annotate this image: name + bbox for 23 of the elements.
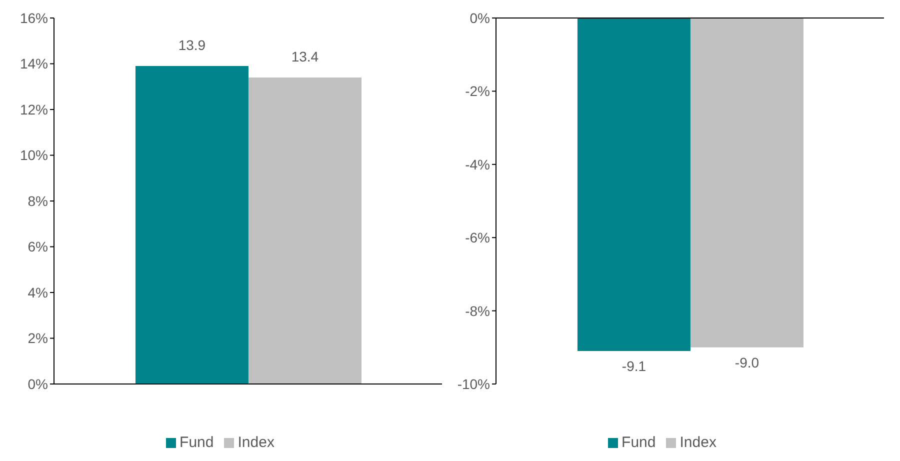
legend-label: Index	[680, 434, 716, 451]
y-tick-label: 10%	[20, 147, 48, 164]
y-tick-label: -10%	[457, 376, 490, 392]
data-label: -9.1	[622, 358, 646, 374]
data-label: 13.9	[178, 37, 206, 54]
y-tick-label: -2%	[465, 83, 490, 100]
legend-label: Index	[238, 434, 274, 451]
y-tick-label: 0%	[28, 376, 48, 392]
y-tick-label: -8%	[465, 302, 490, 319]
data-label: 13.4	[291, 48, 319, 64]
y-tick-label: 16%	[20, 10, 48, 26]
legend-label: Fund	[180, 434, 214, 451]
y-tick-label: 14%	[20, 56, 48, 72]
y-tick-label: 6%	[28, 238, 48, 255]
y-tick-label: 0%	[470, 10, 490, 26]
y-tick-label: 12%	[20, 101, 48, 118]
legend-label: Fund	[622, 434, 656, 451]
y-tick-label: 8%	[28, 192, 48, 209]
y-tick-label: 4%	[28, 284, 48, 300]
y-tick-label: -6%	[465, 230, 490, 246]
y-tick-label: -4%	[465, 156, 490, 172]
data-label: -9.0	[734, 354, 760, 370]
y-tick-label: 2%	[28, 330, 48, 346]
